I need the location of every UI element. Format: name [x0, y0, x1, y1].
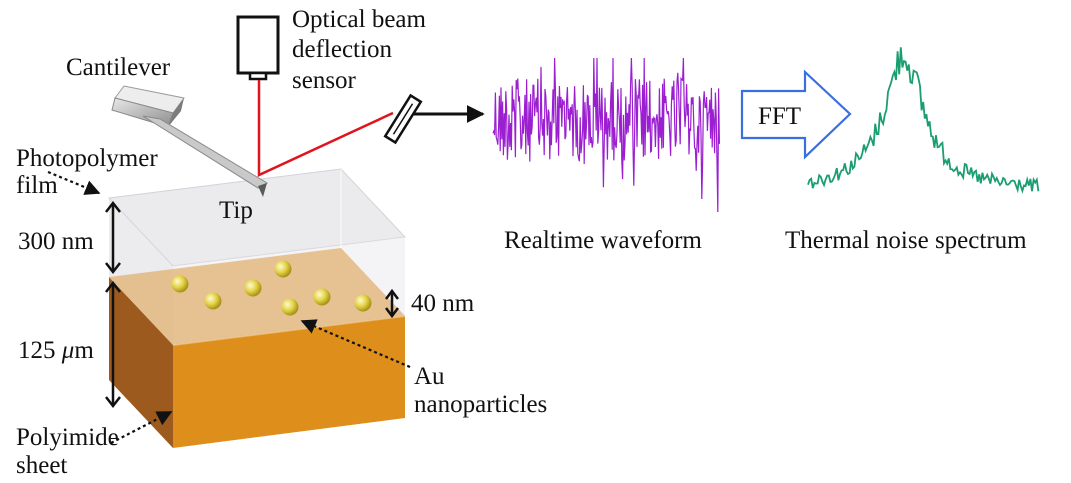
polyimide-label-line2: sheet	[16, 452, 67, 479]
polyimide-side-face	[109, 277, 173, 448]
laser-beam	[257, 80, 394, 177]
dotted-pointers	[47, 170, 411, 444]
au-label-line2: nanoparticles	[414, 391, 547, 418]
thermal-noise-spectrum-trace	[807, 47, 1040, 194]
nanoparticle	[354, 294, 372, 312]
waveform-caption: Realtime waveform	[504, 227, 702, 254]
sensor-label-line1: Optical beam	[292, 6, 427, 33]
sensor-label-line3: sensor	[292, 67, 357, 94]
sensor-body	[236, 15, 280, 75]
cantilever-beam	[142, 115, 269, 189]
photopolymer-label-line2: film	[16, 172, 58, 199]
nanoparticle	[313, 288, 331, 306]
cantilever-tip	[258, 183, 267, 197]
particle-layer	[109, 248, 405, 345]
polyimide-label-line1: Polyimide	[16, 424, 119, 451]
sample-block	[107, 168, 407, 448]
sensor-lens	[248, 71, 268, 81]
particle-depth-label: 40 nm	[411, 290, 475, 317]
sensor-label-line2: deflection	[292, 36, 392, 63]
polyimide-front-face	[173, 316, 405, 448]
fft-label: FFT	[758, 103, 801, 130]
nanoparticle	[171, 275, 189, 293]
photodetector	[383, 93, 423, 145]
optical-sensor	[236, 15, 280, 81]
nanoparticle	[281, 298, 299, 316]
fft-arrow	[740, 69, 852, 160]
cantilever	[111, 85, 269, 197]
au-pointer	[300, 319, 411, 369]
realtime-waveform-trace	[492, 57, 720, 213]
photopolymer-label-line1: Photopolymer	[16, 145, 158, 172]
spectrum-caption: Thermal noise spectrum	[785, 227, 1027, 254]
cantilever-label: Cantilever	[66, 54, 171, 81]
dimension-arrows	[105, 200, 399, 409]
film-front-lower	[173, 316, 405, 346]
sheet-thickness-label: 125 μm	[18, 337, 94, 364]
nanoparticle	[274, 260, 292, 278]
cantilever-chip-end	[168, 98, 184, 127]
nanoparticle	[204, 292, 222, 310]
tip-label: Tip	[219, 197, 253, 224]
au-nanoparticles	[171, 260, 372, 316]
film-thickness-label: 300 nm	[18, 228, 94, 255]
au-label-line1: Au	[414, 363, 445, 390]
polyimide-pointer	[110, 411, 173, 444]
nanoparticle	[244, 279, 262, 297]
